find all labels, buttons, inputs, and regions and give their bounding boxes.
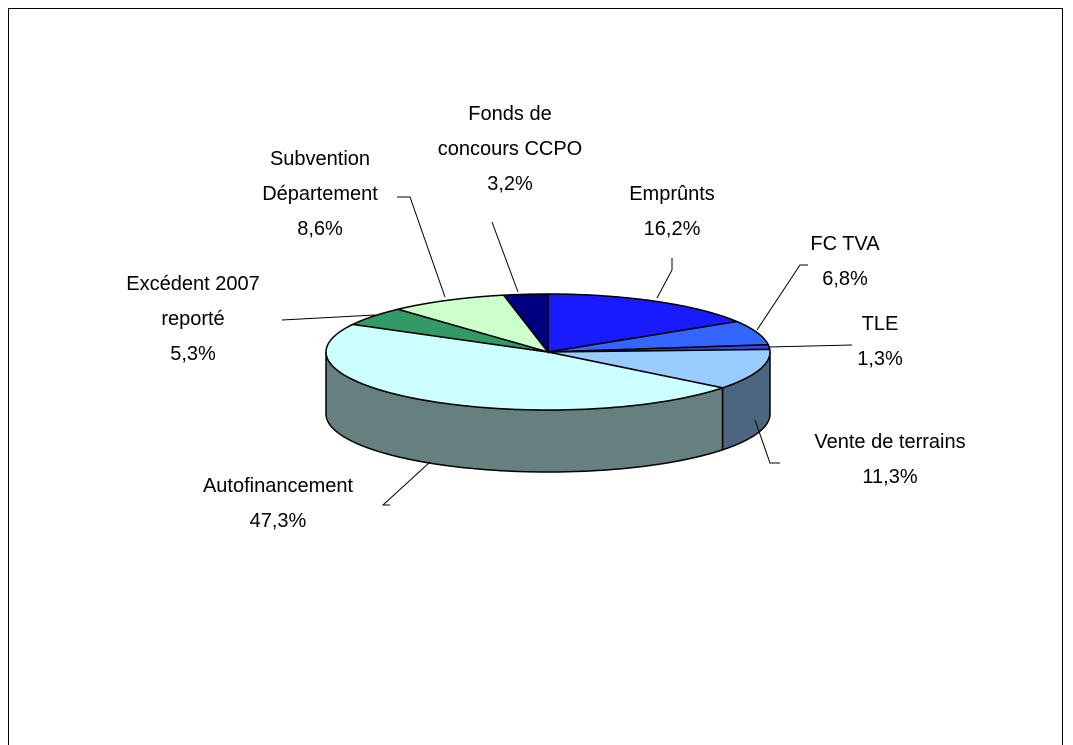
leader-line xyxy=(656,258,673,299)
category-label: Subvention Département xyxy=(262,148,378,205)
slice-label: FC TVA 6,8% xyxy=(810,227,879,297)
leader-line xyxy=(381,461,431,506)
slice xyxy=(547,348,771,389)
leader-line xyxy=(756,264,808,331)
leader-lines xyxy=(281,196,853,506)
category-label: Fonds de concours CCPO xyxy=(437,103,583,160)
pie xyxy=(325,293,771,473)
slice-label: Subvention Département 8,6% xyxy=(255,142,385,247)
leader-line xyxy=(281,314,376,321)
category-label: Emprûnts xyxy=(629,183,715,205)
value-label: 47,3% xyxy=(249,510,307,532)
value-label: 16,2% xyxy=(643,218,701,240)
slice xyxy=(350,308,549,353)
slice-label: TLE 1,3% xyxy=(857,307,903,377)
value-label: 8,6% xyxy=(297,218,343,240)
chart-frame xyxy=(8,8,1063,745)
slice xyxy=(547,320,770,353)
slice-label: Autofinancement 47,3% xyxy=(203,469,353,539)
leader-line xyxy=(491,221,519,293)
slice xyxy=(325,323,726,411)
leader-line xyxy=(397,196,446,298)
leader-line xyxy=(767,344,853,348)
value-label: 3,2% xyxy=(487,173,533,195)
value-label: 6,8% xyxy=(822,268,868,290)
leader-line xyxy=(754,419,780,464)
slice-label: Emprûnts 16,2% xyxy=(629,177,715,247)
slice xyxy=(395,294,551,354)
slice xyxy=(502,293,549,355)
value-label: 1,3% xyxy=(857,348,903,370)
category-label: FC TVA xyxy=(810,233,880,255)
slice-label: Vente de terrains 11,3% xyxy=(814,425,965,495)
category-label: Vente de terrains xyxy=(814,431,966,453)
value-label: 5,3% xyxy=(170,343,216,365)
category-label: Autofinancement xyxy=(202,475,354,497)
category-label: TLE xyxy=(861,313,899,335)
slice-label: Excédent 2007 reporté 5,3% xyxy=(123,267,263,372)
category-label: Excédent 2007 reporté xyxy=(126,273,260,330)
value-label: 11,3% xyxy=(862,466,918,488)
slice xyxy=(547,293,740,353)
slice-label: Fonds de concours CCPO 3,2% xyxy=(433,97,588,202)
